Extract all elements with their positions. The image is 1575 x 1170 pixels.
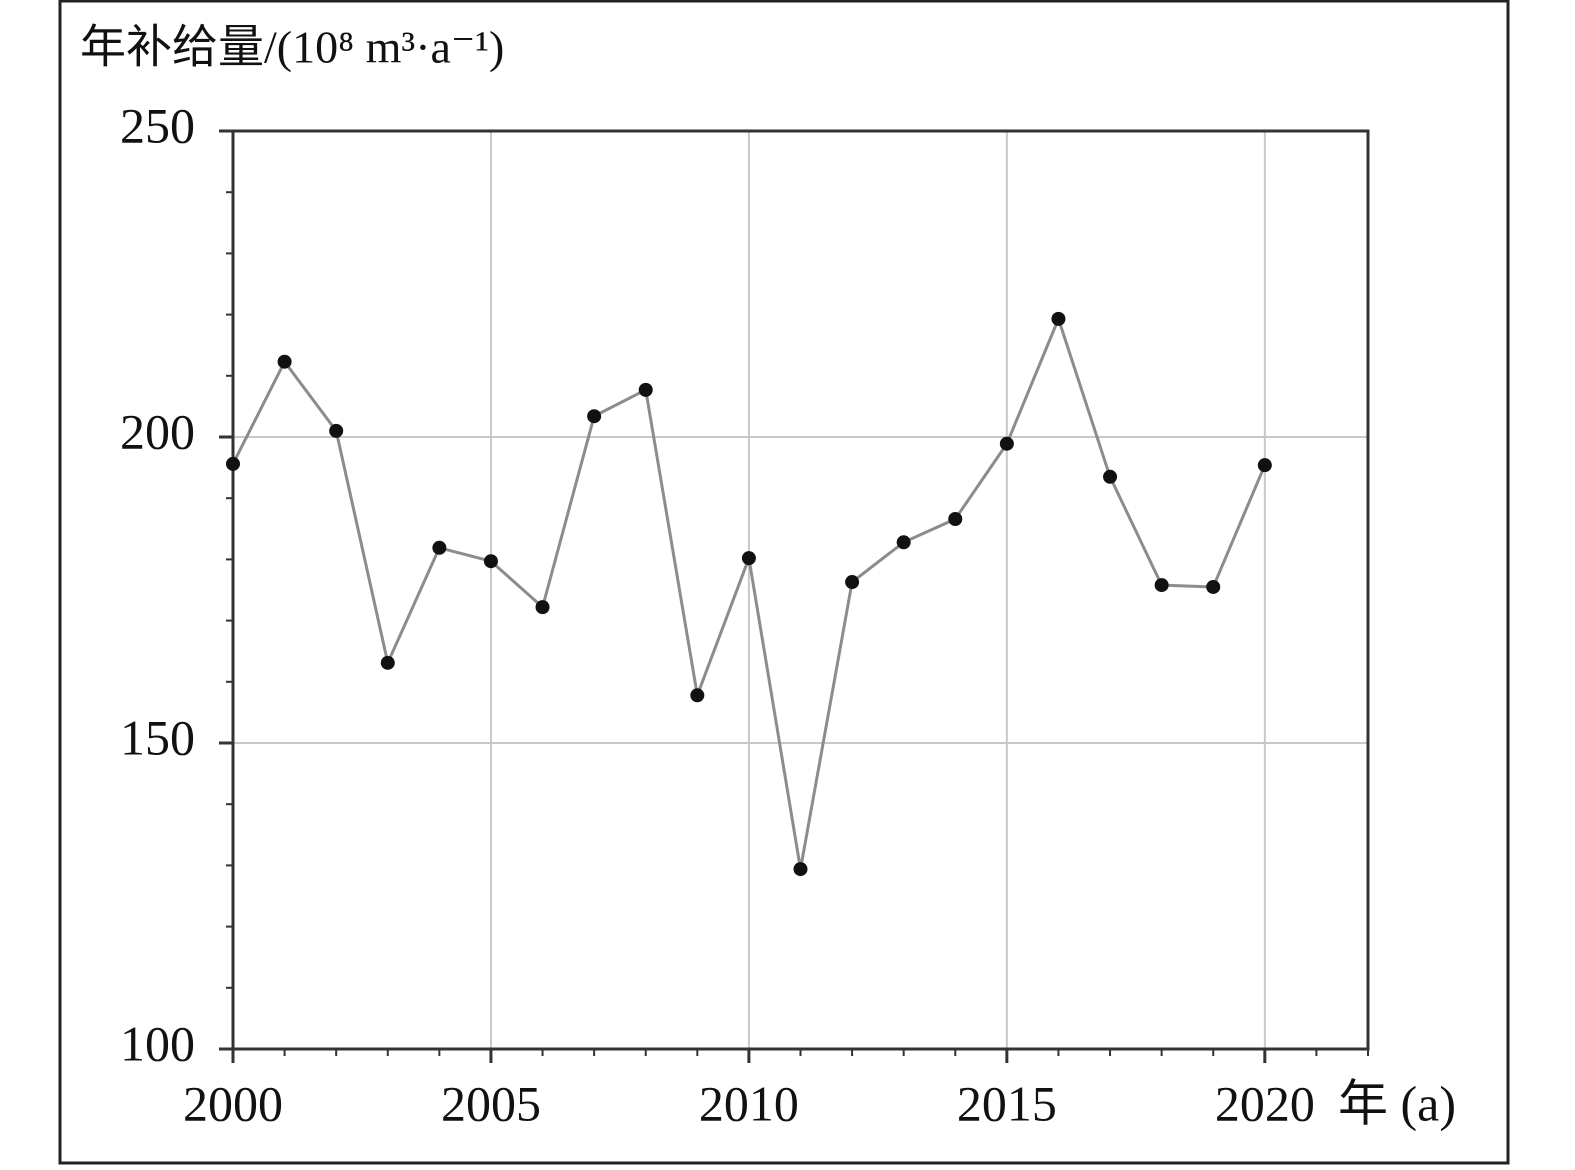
data-point — [226, 456, 240, 471]
data-point — [845, 575, 860, 590]
data-point — [380, 655, 395, 670]
data-point — [690, 688, 705, 703]
x-tick-label: 2005 — [441, 1075, 541, 1131]
data-point — [948, 512, 963, 527]
data-point — [1257, 458, 1272, 473]
data-point — [999, 436, 1014, 451]
x-axis-label: 年 (a) — [1338, 1075, 1456, 1131]
data-point — [1051, 311, 1066, 326]
x-tick-label: 2000 — [183, 1075, 283, 1131]
data-point — [638, 382, 653, 397]
plot — [226, 311, 1272, 877]
plot-border — [231, 129, 1370, 1051]
x-tick-label: 2010 — [699, 1075, 799, 1131]
grid — [219, 129, 1370, 1063]
y-axis-label: 年补给量/(10⁸ m³·a⁻¹) — [80, 22, 504, 73]
data-point — [483, 554, 498, 569]
data-point — [1103, 469, 1118, 484]
y-tick-label: 100 — [120, 1015, 195, 1071]
data-point — [587, 409, 602, 424]
x-tick-label: 2020 — [1215, 1075, 1315, 1131]
data-point — [277, 354, 292, 369]
data-point — [1154, 578, 1169, 593]
data-point — [432, 540, 447, 555]
y-tick-label: 150 — [120, 709, 195, 765]
data-point — [793, 862, 808, 877]
data-point — [535, 600, 550, 615]
data-point — [896, 535, 911, 550]
data-point — [741, 551, 756, 566]
x-tick-label: 2015 — [957, 1075, 1057, 1131]
data-point — [1206, 579, 1221, 594]
data-point — [329, 423, 344, 438]
frame — [58, 0, 1510, 1165]
y-tick-label: 200 — [120, 403, 195, 459]
y-tick-label: 250 — [120, 97, 195, 153]
